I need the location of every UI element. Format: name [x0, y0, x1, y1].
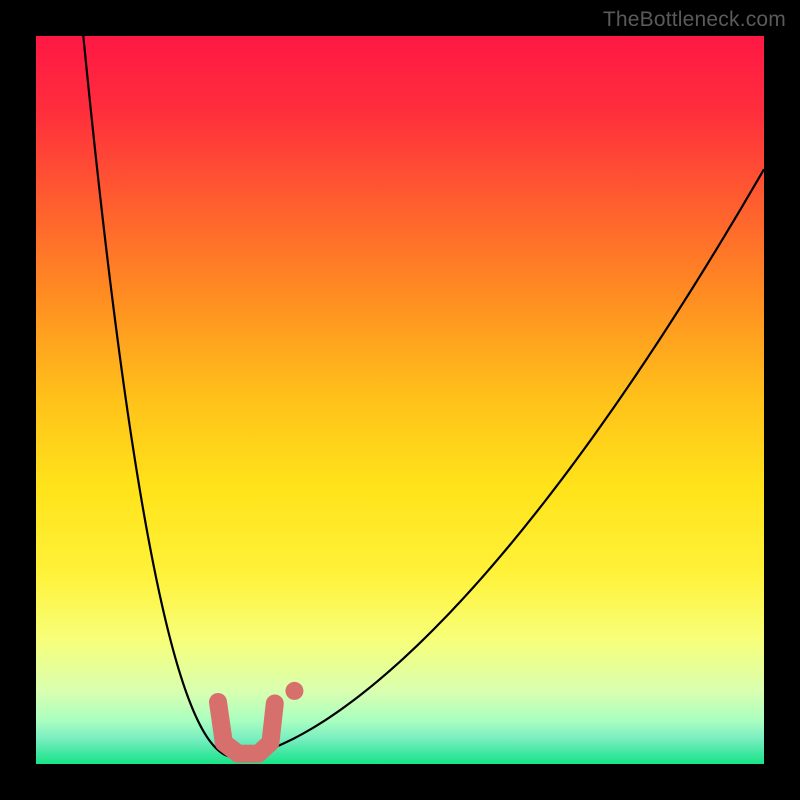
plot-area [36, 36, 764, 776]
watermark-text: TheBottleneck.com [603, 8, 786, 32]
chart-stage: TheBottleneck.com [0, 0, 800, 800]
curve-layer [36, 36, 764, 776]
bottleneck-curve-right [236, 169, 764, 757]
highlight-dot-marker [285, 682, 303, 700]
highlight-u-marker [218, 702, 275, 754]
bottleneck-curve-left [83, 36, 236, 758]
